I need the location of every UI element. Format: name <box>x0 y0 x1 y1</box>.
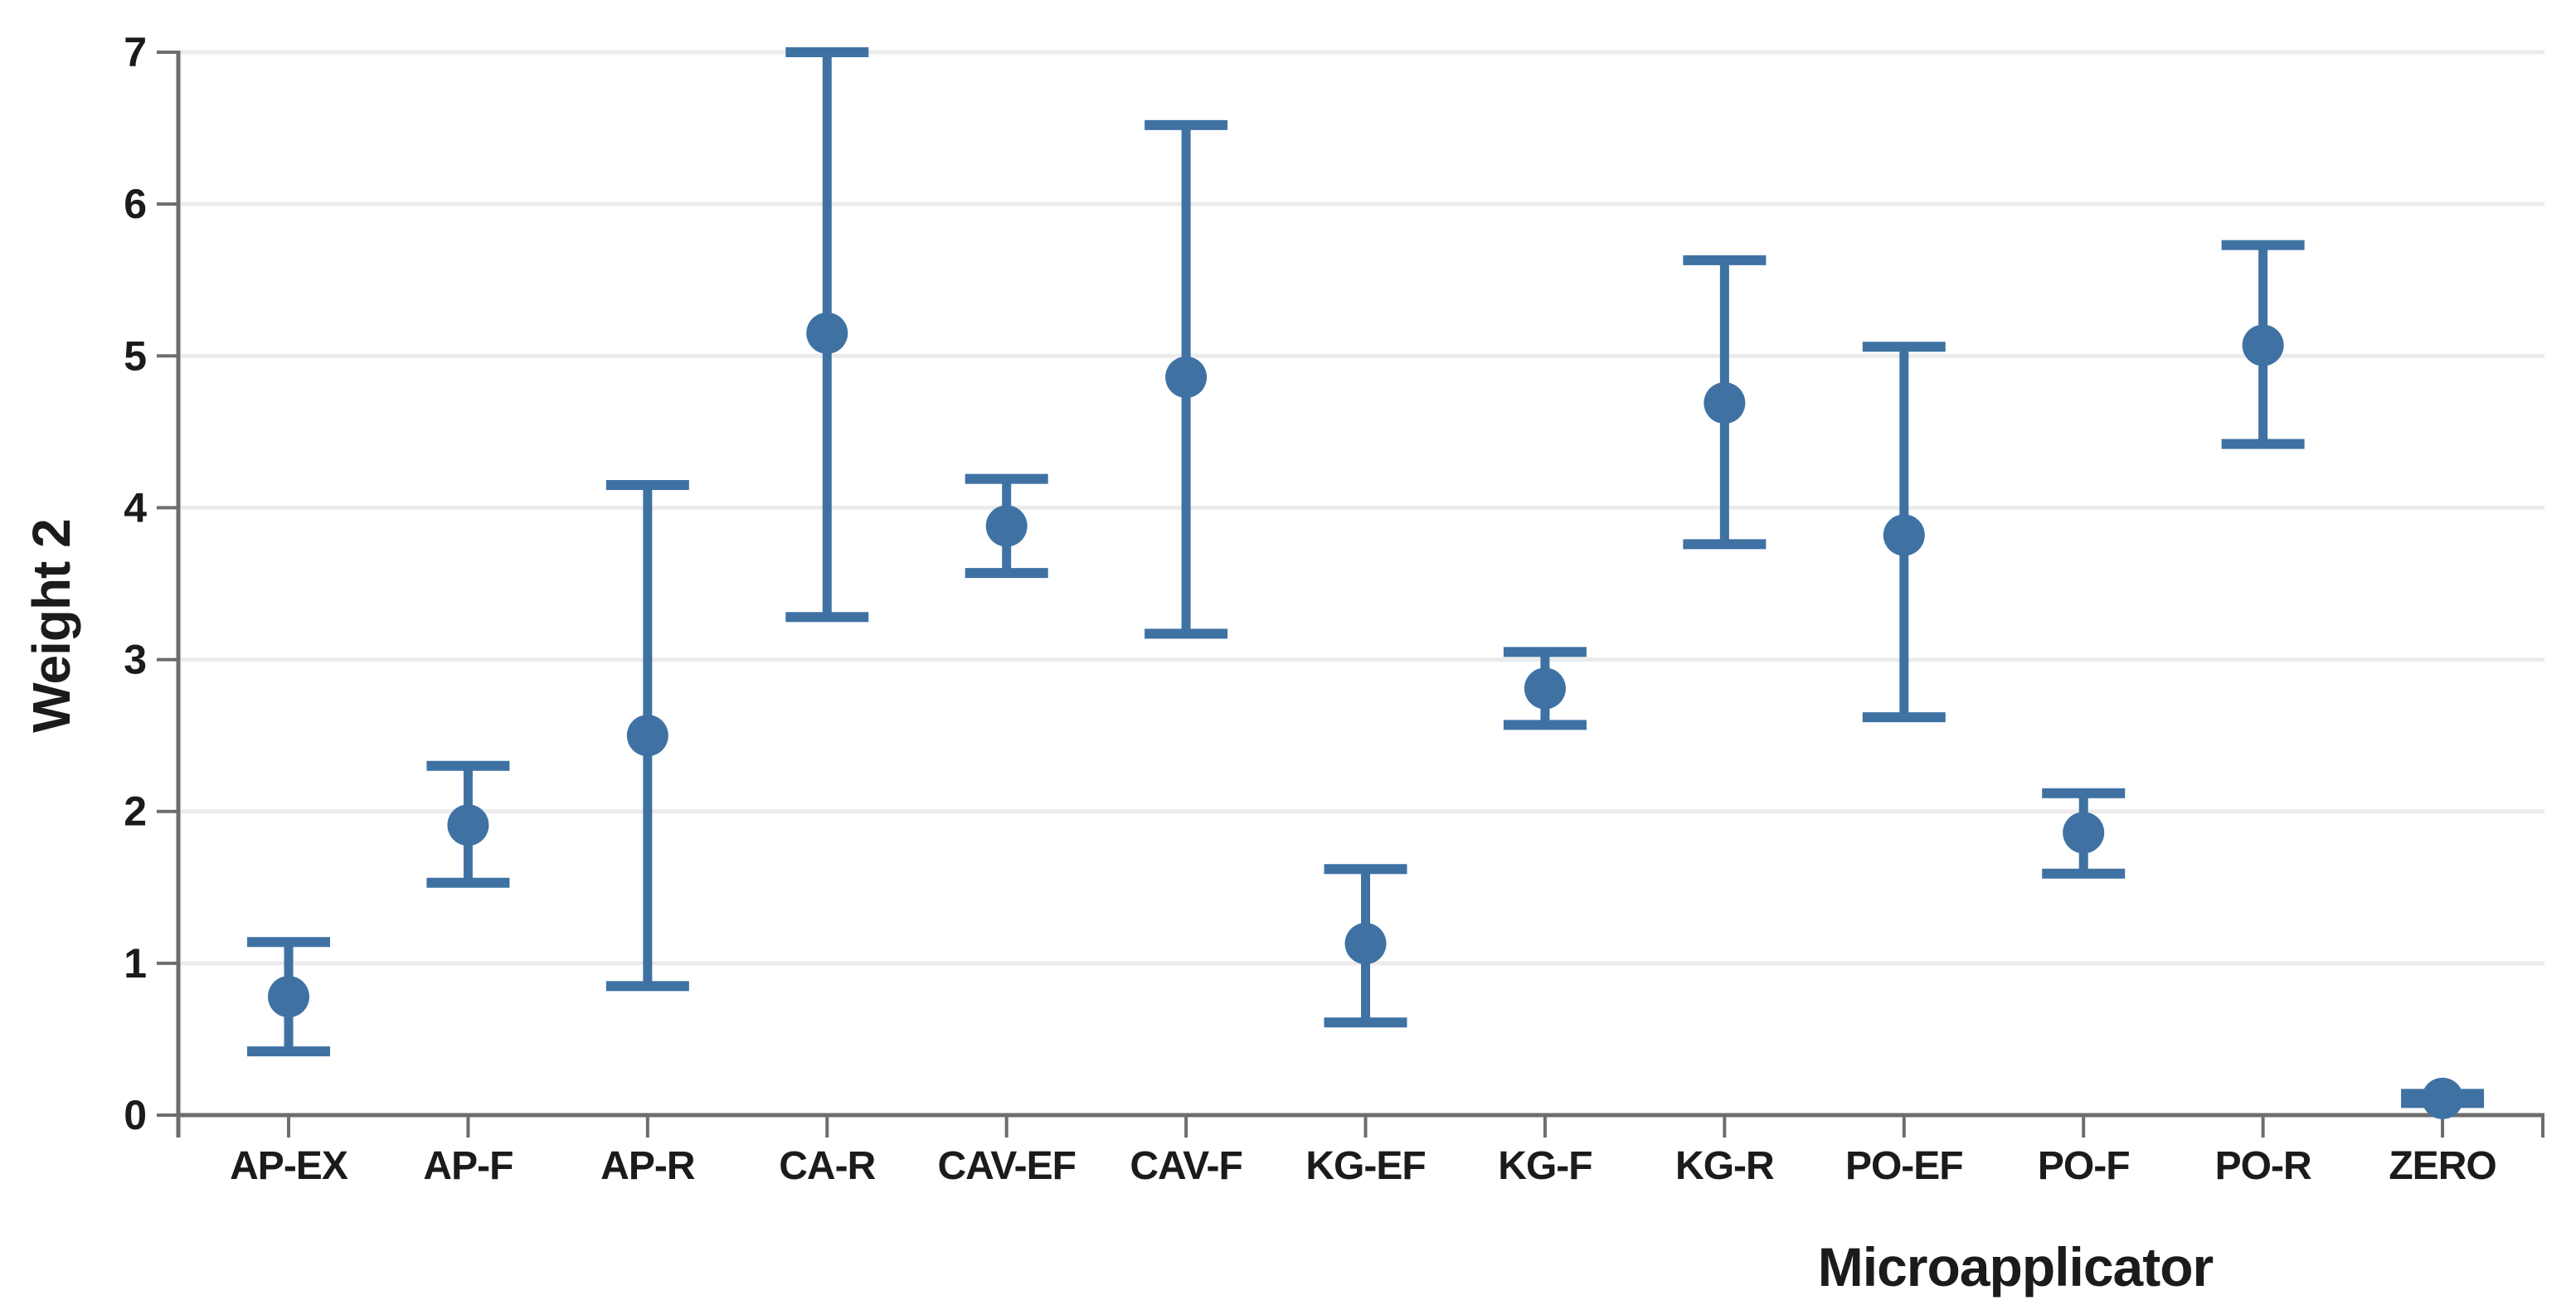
errorbar-cav-f-mean-dot <box>1165 356 1208 398</box>
errorbar-po-r-mean-dot <box>2242 324 2284 366</box>
x-tick-label: PO-R <box>2215 1144 2311 1188</box>
errorbar-cav-ef-mean-dot <box>985 505 1028 547</box>
errorbar-ap-f-mean-dot <box>447 804 489 846</box>
errorbar-ap-ex-mean-dot <box>268 976 309 1018</box>
y-tick-label: 4 <box>124 484 147 531</box>
y-tick-label: 5 <box>124 332 147 379</box>
x-tick-label: KG-F <box>1498 1144 1592 1188</box>
y-tick-label: 3 <box>124 637 147 683</box>
x-tick-label: AP-F <box>423 1144 513 1188</box>
x-tick-label: CA-R <box>779 1144 875 1188</box>
x-tick-label: KG-EF <box>1305 1144 1425 1188</box>
y-tick-label: 1 <box>124 940 147 987</box>
x-tick-label: KG-R <box>1675 1144 1774 1188</box>
errorbar-ca-r-mean-dot <box>806 312 848 354</box>
errorbar-zero-mean-dot <box>2422 1077 2464 1119</box>
x-tick-label: CAV-F <box>1130 1144 1242 1188</box>
y-tick-label: 0 <box>124 1092 147 1138</box>
x-tick-label: AP-R <box>600 1144 695 1188</box>
errorbar-kg-r-mean-dot <box>1704 382 1746 424</box>
errorbar-kg-f-mean-dot <box>1524 667 1566 710</box>
errorbar-ap-r-mean-dot <box>626 715 668 757</box>
errorbar-kg-ef-mean-dot <box>1344 923 1387 965</box>
x-tick-label: CAV-EF <box>937 1144 1075 1188</box>
errorbar-po-ef-mean-dot <box>1883 514 1925 556</box>
y-tick-label: 6 <box>124 181 147 227</box>
x-tick-label: PO-F <box>2038 1144 2130 1188</box>
x-tick-label: AP-EX <box>230 1144 348 1188</box>
y-tick-label: 2 <box>124 788 147 835</box>
x-axis-title: Microapplicator <box>1817 1236 2214 1298</box>
x-tick-label: PO-EF <box>1845 1144 1963 1188</box>
x-tick-label: ZERO <box>2389 1144 2496 1188</box>
errorbar-po-f-mean-dot <box>2063 812 2105 854</box>
y-tick-label: 7 <box>124 29 147 75</box>
y-axis-title: Weight 2 <box>22 519 81 733</box>
